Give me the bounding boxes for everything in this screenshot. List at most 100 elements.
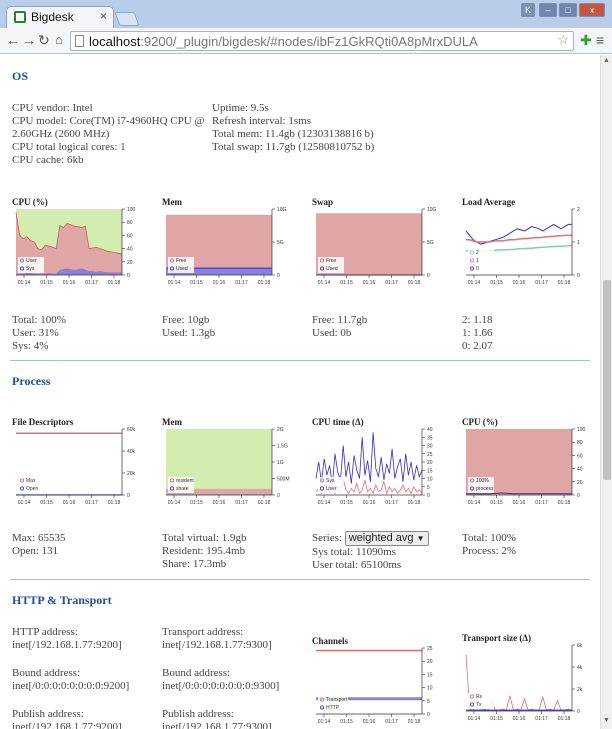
reload-icon[interactable]: ↻ [38, 32, 50, 48]
y-tick-label: 25 [427, 452, 433, 458]
y-tick-label: 0 [427, 273, 430, 279]
menu-icon[interactable]: ≡ [596, 32, 605, 48]
tab-close-icon[interactable]: × [99, 9, 107, 23]
scroll-down-icon[interactable]: ▼ [603, 717, 610, 724]
back-arrow-icon[interactable]: ← [6, 32, 20, 48]
os-cpu-user: User: 31% [12, 327, 59, 339]
legend-label: Max [26, 478, 36, 484]
y-tick-label: 40 [427, 427, 433, 433]
legend-label: 1 [476, 258, 479, 264]
series-line [465, 223, 572, 245]
legend-marker [169, 486, 174, 491]
chart-svg: 25 20 15 10 5 0 01:14 01:15 01:16 01:17 01:18 Trans… [316, 646, 433, 725]
cpu-model-cont: 2.60GHz (2600 MHz) [12, 128, 110, 140]
legend-box [468, 477, 494, 493]
minimize-button[interactable]: – [539, 3, 557, 17]
x-tick-label: 01:15 [40, 280, 53, 286]
chart-title: Channels [312, 636, 349, 646]
legend-marker [319, 266, 324, 271]
x-tick-label: 01:18 [258, 500, 271, 506]
http-address: inet[/192.168.1.77:9200] [12, 639, 122, 651]
x-tick-label: 01:15 [190, 500, 203, 506]
proc-resident: Resident: 195.4mb [162, 545, 246, 557]
x-tick-label: 01:18 [558, 716, 571, 722]
os-swap-used: Used: 0b [312, 327, 352, 339]
legend-label: Free [176, 258, 187, 264]
os-load-0: 0: 2.07 [462, 340, 493, 352]
x-tick-label: 01:17 [385, 719, 398, 725]
x-tick-label: 01:15 [190, 280, 203, 286]
chart-proc-fd: File Descriptors 60k 40k 20k 0 01:14 01:15 01:1… [12, 417, 152, 513]
extension-icon[interactable]: ✚ [580, 32, 592, 48]
series-line [15, 212, 123, 255]
x-tick-label: 01:18 [558, 280, 571, 286]
cpu-logical-cores: CPU total logical cores: 1 [12, 141, 126, 153]
x-tick-label: 01:18 [258, 280, 271, 286]
x-tick-label: 01:16 [363, 719, 376, 725]
x-tick-label: 01:17 [235, 280, 248, 286]
proc-cpu-total: Total: 100% [462, 532, 516, 544]
home-icon[interactable]: ⌂ [55, 32, 63, 47]
legend-marker [319, 697, 324, 702]
forward-arrow-icon[interactable]: → [22, 32, 36, 48]
chevron-down-icon: ▼ [416, 534, 425, 543]
x-tick-label: 01:16 [513, 500, 526, 506]
legend-label: 2 [476, 250, 479, 256]
chart-title: Swap [312, 197, 334, 207]
series-line [466, 492, 572, 495]
new-tab-button[interactable] [114, 12, 140, 26]
x-tick-label: 01:17 [385, 280, 398, 286]
y-tick-label: 0 [127, 273, 130, 279]
y-tick-label: 40 [577, 467, 583, 473]
toolbar: ← → ↻ ⌂ localhost:9200/_plugin/bigdesk/#… [0, 28, 612, 54]
series-select[interactable]: weighted avg ▼ [344, 531, 429, 546]
x-tick-label: 01:18 [108, 280, 121, 286]
maximize-button[interactable]: □ [559, 3, 577, 17]
x-tick-label: 01:18 [558, 500, 571, 506]
y-tick-label: 10G [427, 207, 437, 213]
x-tick-label: 01:14 [168, 500, 181, 506]
legend-marker [319, 705, 324, 710]
x-tick-label: 01:14 [168, 280, 181, 286]
x-tick-label: 01:18 [408, 719, 421, 725]
legend-label: Free [326, 258, 337, 264]
title-bar: Bigdesk × K – □ x [0, 0, 612, 28]
y-tick-label: 1G [277, 460, 284, 466]
y-tick-label: 40k [127, 449, 136, 455]
total-mem: Total mem: 11.4gb (12303138816 b) [212, 128, 374, 140]
cpu-model: CPU model: Core(TM) i7-4960HQ CPU @ [12, 115, 205, 127]
x-tick-label: 01:14 [468, 716, 481, 722]
address-bar[interactable]: localhost:9200/_plugin/bigdesk/#nodes/ib… [70, 31, 574, 51]
y-tick-label: 20 [577, 480, 583, 486]
y-tick-label: 25 [427, 646, 433, 652]
y-tick-label: 0 [427, 712, 430, 718]
x-tick-label: 01:18 [108, 500, 121, 506]
series-row: Series: weighted avg ▼ [312, 531, 429, 546]
x-tick-label: 01:15 [340, 500, 353, 506]
y-tick-label: 10 [427, 477, 433, 483]
legend-label: Used [176, 266, 188, 272]
legend-box [318, 477, 344, 493]
series-line [466, 234, 572, 243]
legend-label: Tx [476, 702, 482, 708]
x-tick-label: 01:16 [363, 500, 376, 506]
scrollbar-thumb[interactable] [603, 280, 611, 480]
x-tick-label: 01:14 [318, 719, 331, 725]
y-tick-label: 100 [127, 207, 136, 213]
browser-tab[interactable]: Bigdesk × [6, 6, 114, 28]
http-bound-address: inet[/0:0:0:0:0:0:0:0:9200] [12, 680, 130, 692]
chart-os-cpu: CPU (%) 100 80 60 40 20 0 01:14 01:15 01:16 01:17 0… [12, 197, 152, 293]
vertical-scrollbar[interactable]: ▲ ▼ [600, 55, 612, 729]
x-tick-label: 01:17 [385, 500, 398, 506]
chart-title: Transport size (Δ) [462, 633, 531, 643]
bookmark-star-icon[interactable]: ☆ [557, 32, 569, 47]
browser-chrome: Bigdesk × K – □ x ← → ↻ ⌂ localhost:9200… [0, 0, 612, 54]
close-window-button[interactable]: x [579, 3, 605, 17]
http-publish-address: inet[/192.168.1.77:9200] [12, 721, 122, 729]
legend-box [468, 249, 494, 273]
os-mem-used: Used: 1.3gb [162, 327, 216, 339]
scroll-up-icon[interactable]: ▲ [603, 57, 610, 64]
x-tick-label: 01:14 [468, 500, 481, 506]
user-badge[interactable]: K [521, 3, 535, 17]
y-tick-label: 60 [577, 453, 583, 459]
